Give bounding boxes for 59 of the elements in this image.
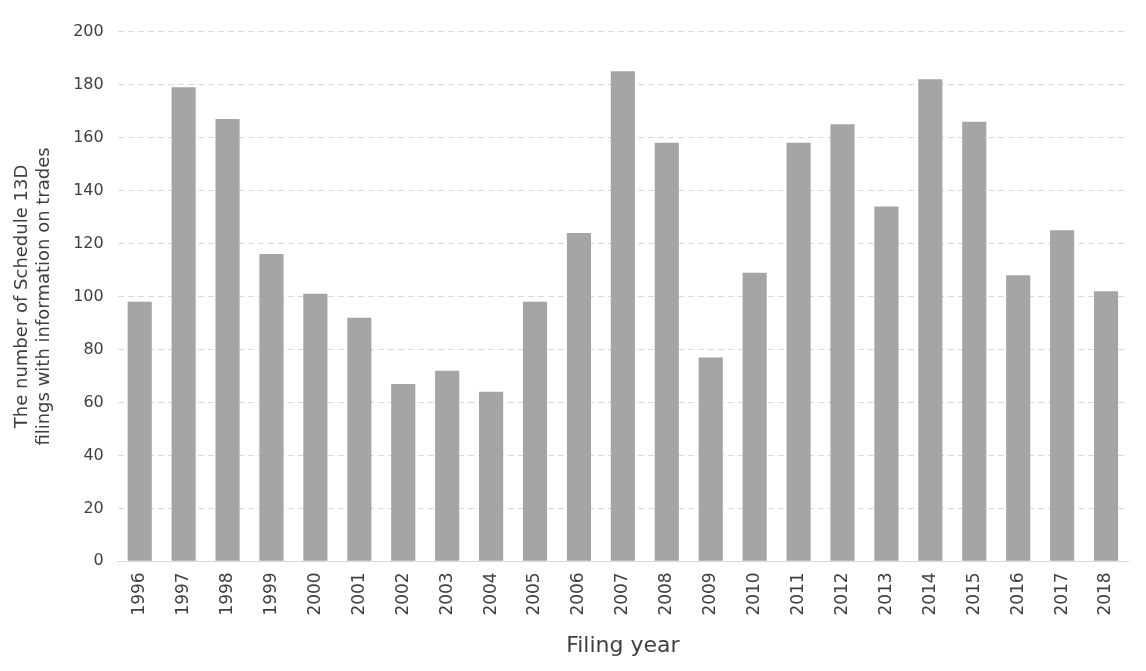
x-tick-label: 2015 [962,572,983,616]
bar [303,293,328,561]
x-tick-label: 2005 [523,572,544,616]
y-tick-label: 0 [93,550,104,570]
x-tick-label: 2003 [435,572,456,616]
bar [435,370,460,561]
x-tick-label: 2012 [830,572,851,616]
bar [522,301,548,561]
x-tick-label: 1999 [259,572,280,616]
y-tick-label: 80 [83,338,104,358]
y-tick-label: 160 [73,126,104,146]
x-tick-label: 1997 [172,572,193,616]
x-tick-label: 2018 [1094,572,1115,616]
y-tick-label: 60 [83,391,104,411]
x-axis-title: Filing year [566,631,681,657]
x-tick-label: 2006 [567,572,588,616]
bar [391,383,416,561]
bar [918,79,943,561]
y-tick-label: 120 [73,232,104,252]
x-tick-label: 2010 [743,572,764,616]
y-tick-label: 200 [73,20,104,40]
bar [347,317,372,561]
bar [171,87,196,561]
x-tick-label: 2013 [874,572,895,616]
y-tick-label: 40 [83,444,104,464]
y-tick-label: 140 [73,179,104,199]
y-tick-label: 100 [73,285,104,305]
x-tick-label: 2008 [655,572,676,616]
x-tick-label: 2009 [699,572,720,616]
bar [830,124,855,561]
bar [610,71,635,561]
x-tick-label: 2011 [786,572,807,616]
y-tick-label: 180 [73,73,104,93]
bar [479,391,504,561]
bar [1050,230,1075,561]
x-tick-label: 2001 [347,572,368,616]
bar [1006,275,1031,561]
x-tick-label: 2000 [303,572,324,616]
bar [786,142,811,561]
bar [654,142,679,561]
bar [1093,291,1119,561]
x-tick-label: 2017 [1050,572,1071,616]
x-tick-label: 2002 [391,572,412,616]
bar [127,301,152,561]
y-tick-label: 20 [83,497,104,517]
x-tick-label: 2014 [918,572,939,616]
bar [742,272,767,561]
x-tick-label: 1996 [128,572,149,616]
bar [259,254,284,561]
x-tick-label: 2016 [1006,572,1027,616]
x-tick-label: 1998 [215,572,236,616]
bar [962,121,987,561]
bar [874,206,899,561]
bar [215,119,240,561]
x-tick-label: 2004 [479,572,500,616]
bar [698,357,723,561]
y-axis-title: The number of Schedule 13D filings with information on trades [10,147,54,446]
bar [566,232,592,561]
x-tick-label: 2007 [611,572,632,616]
